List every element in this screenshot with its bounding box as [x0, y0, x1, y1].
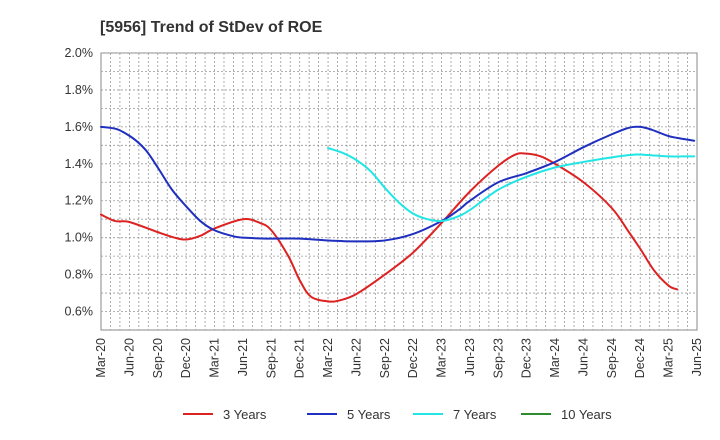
x-tick-label: Jun-22: [349, 338, 363, 376]
x-tick-label: Jun-24: [576, 338, 590, 376]
legend-label-5-years: 5 Years: [347, 407, 391, 422]
x-tick-label: Dec-24: [633, 338, 647, 378]
x-tick-label: Mar-23: [435, 338, 449, 378]
legend-label-7-years: 7 Years: [453, 407, 497, 422]
chart-title: [5956] Trend of StDev of ROE: [100, 19, 323, 36]
x-tick-label: Mar-25: [662, 338, 676, 378]
y-tick-label: 1.2%: [65, 194, 94, 208]
x-tick-label: Sep-24: [605, 338, 619, 378]
x-tick-label: Dec-22: [406, 338, 420, 378]
series-line-5-years: [100, 125, 696, 243]
y-tick-label: 0.6%: [65, 305, 94, 319]
legend: 3 Years 5 Years 7 Years 10 Years: [183, 407, 612, 422]
x-tick-label: Sep-20: [151, 338, 165, 378]
series-line-7-years: [327, 147, 696, 223]
y-tick-label: 2.0%: [65, 46, 94, 60]
y-tick-label: 1.6%: [65, 120, 94, 134]
x-tick-label: Jun-20: [122, 338, 136, 376]
x-tick-label: Sep-22: [378, 338, 392, 378]
axes: 0.6% 0.8% 1.0% 1.2% 1.4% 1.6% 1.8% 2.0% Mar-20 Ju…: [65, 46, 705, 378]
x-tick-label: Dec-21: [293, 338, 307, 378]
x-tick-label: Jun-23: [463, 338, 477, 376]
plot-area: [100, 52, 698, 331]
x-tick-label: Dec-23: [520, 338, 534, 378]
x-tick-label: Mar-21: [208, 338, 222, 378]
legend-label-3-years: 3 Years: [223, 407, 267, 422]
y-tick-label: 1.4%: [65, 157, 94, 171]
x-tick-label: Mar-20: [94, 338, 108, 378]
grid: [100, 52, 698, 331]
y-tick-label: 1.0%: [65, 231, 94, 245]
y-tick-label: 0.8%: [65, 268, 94, 282]
series-line-3-years: [100, 152, 679, 303]
x-tick-label: Sep-23: [491, 338, 505, 378]
x-tick-label: Jun-25: [690, 338, 704, 376]
legend-label-10-years: 10 Years: [561, 407, 612, 422]
x-tick-label: Mar-24: [548, 338, 562, 378]
series-lines: [100, 125, 696, 303]
y-tick-label: 1.8%: [65, 83, 94, 97]
x-tick-label: Sep-21: [264, 338, 278, 378]
x-tick-label: Jun-21: [236, 338, 250, 376]
x-tick-label: Mar-22: [321, 338, 335, 378]
x-tick-label: Dec-20: [179, 338, 193, 378]
